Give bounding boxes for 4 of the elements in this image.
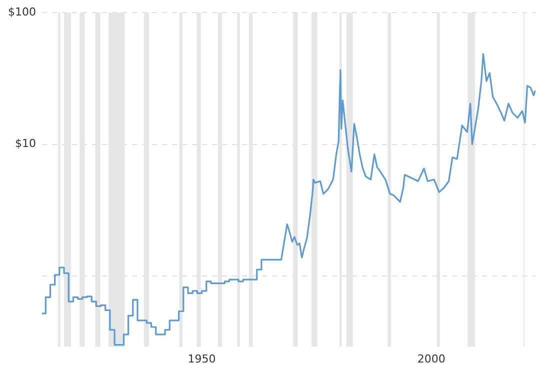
y-tick-label: $100 — [8, 5, 36, 18]
x-tick-label: 1950 — [188, 352, 216, 366]
y-tick-label: $10 — [14, 137, 36, 150]
x-tick-label: 2000 — [417, 352, 446, 366]
